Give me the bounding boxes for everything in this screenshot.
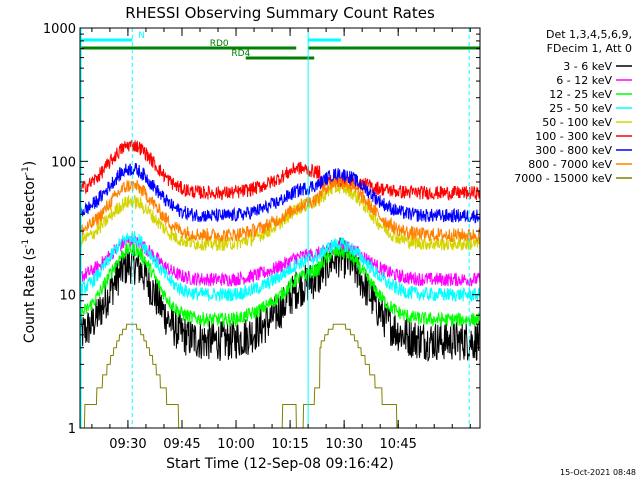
legend-label-5: 100 - 300 keV: [535, 130, 612, 143]
x-axis-label: Start Time (12-Sep-08 09:16:42): [166, 456, 394, 472]
series-line-7: [79, 177, 481, 243]
series-line-6: [79, 162, 481, 224]
x-tick-label-2: 10:00: [217, 437, 254, 452]
y-tick-label-3: 1000: [43, 22, 76, 37]
legend-label-7: 800 - 7000 keV: [528, 158, 612, 171]
x-tick-label-0: 09:30: [109, 437, 146, 452]
legend-label-6: 300 - 800 keV: [535, 144, 612, 157]
x-tick-label-5: 10:45: [379, 437, 416, 452]
flag-label-n: N: [138, 31, 145, 41]
legend: Det 1,3,4,5,6,9,FDecim 1, Att 0 3 - 6 keV…: [514, 28, 632, 185]
x-tick-label-3: 10:15: [271, 437, 308, 452]
legend-label-0: 3 - 6 keV: [563, 60, 612, 73]
series-line-3: [79, 230, 481, 303]
y-label-mid: detector: [22, 175, 38, 239]
legend-label-4: 50 - 100 keV: [542, 116, 612, 129]
legend-label-1: 6 - 12 keV: [556, 74, 612, 87]
chart-title: RHESSI Observing Summary Count Rates: [125, 4, 435, 22]
series-line-5: [79, 139, 481, 201]
legend-label-2: 12 - 25 keV: [549, 88, 612, 101]
x-tick-label-1: 09:45: [163, 437, 200, 452]
series-line-2: [79, 242, 481, 328]
series-line-4: [79, 179, 481, 252]
legend-header-1: FDecim 1, Att 0: [547, 42, 632, 55]
legend-header-0: Det 1,3,4,5,6,9,: [546, 28, 632, 41]
y-tick-label-1: 10: [59, 289, 76, 304]
legend-label-3: 25 - 50 keV: [549, 102, 612, 115]
plot-frame: [79, 27, 481, 429]
flag-label-rd4: RD4: [231, 49, 250, 59]
y-tick-label-0: 1: [68, 422, 76, 437]
flag-label-rd0: RD0: [210, 39, 229, 49]
series-layer: [79, 139, 481, 429]
y-tick-label-2: 100: [51, 155, 76, 170]
y-label-main: Count Rate (s: [22, 248, 38, 343]
legend-label-8: 7000 - 15000 keV: [514, 172, 612, 185]
y-label-sup2: -1: [21, 166, 31, 175]
axes: 1 10 100 1000 09:30 09:45 10:00 10:15 10:30 10:45: [43, 22, 481, 452]
y-label-sup1: -1: [21, 239, 31, 248]
footer-date: 15-Oct-2021 08:48: [560, 468, 636, 477]
y-axis-label: Count Rate (s-1 detector-1): [21, 161, 38, 343]
y-label-end: ): [22, 161, 38, 166]
x-tick-label-4: 10:30: [325, 437, 362, 452]
